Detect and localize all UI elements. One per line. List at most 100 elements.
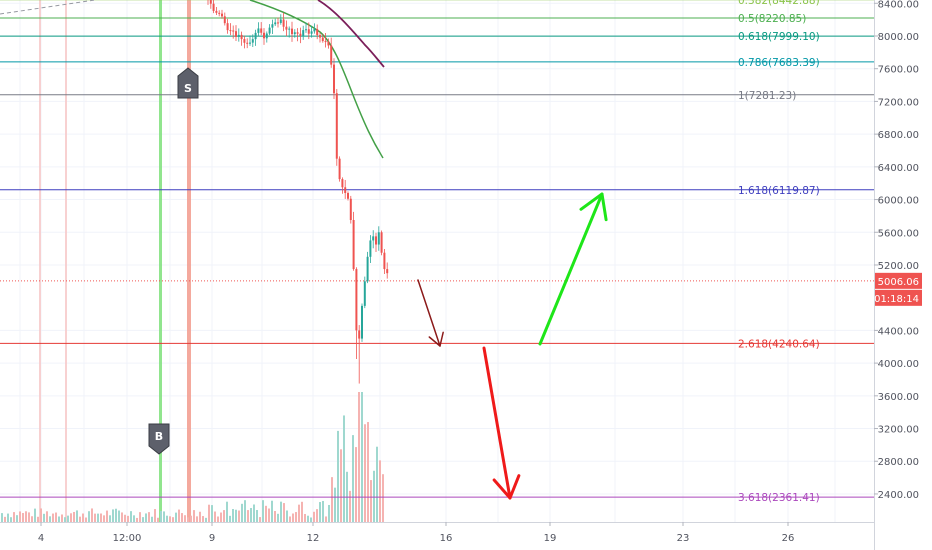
moving-average-fast [249, 0, 384, 159]
candle-body [274, 22, 277, 25]
candle-body [218, 12, 221, 14]
time-tick-label: 26 [782, 533, 795, 544]
candle-body [249, 42, 251, 44]
volume-bar [148, 512, 150, 522]
volume-bar [277, 513, 279, 522]
volume-bar [49, 516, 51, 522]
candle-body [215, 10, 218, 13]
price-axis[interactable]: 8400.00 8000.00 7600.00 7200.00 6800.00 6400.… [874, 0, 932, 550]
candle-body [377, 232, 380, 245]
volume-bar [1, 513, 3, 522]
volume-bar [361, 392, 363, 522]
candle-body [352, 220, 355, 270]
volume-bar [328, 504, 330, 522]
candle-body [310, 31, 313, 34]
volume-bar [241, 503, 243, 522]
volume-bar [193, 510, 195, 522]
candle-body [316, 29, 319, 36]
volume-bar [181, 513, 183, 522]
buy-marker-label: B [155, 430, 163, 443]
candle-body [386, 269, 389, 274]
volume-bar [55, 512, 57, 522]
candle-body [349, 198, 352, 220]
volume-bar [265, 505, 267, 522]
volume-bar [178, 509, 180, 522]
time-tick-label: 12:00 [113, 533, 142, 544]
volume-bars [1, 392, 384, 522]
volume-bar [211, 505, 213, 522]
volume-bar [304, 513, 306, 522]
volume-bar [40, 508, 42, 522]
candle-body [279, 19, 282, 23]
candle-body [209, 0, 212, 4]
volume-bar [382, 474, 384, 522]
time-axis[interactable]: 4 12:00 9 12 16 19 23 26 [0, 522, 874, 550]
volume-bar [97, 513, 99, 522]
price-tick-label: 5200.00 [878, 261, 919, 272]
candle-body [260, 28, 263, 33]
volume-bar [292, 513, 294, 522]
volume-bar [106, 510, 108, 522]
volume-bar [4, 516, 6, 522]
volume-bar [208, 504, 210, 522]
candle-body [240, 34, 243, 40]
candle-body [324, 41, 327, 43]
fib-label: 1(7281.23) [738, 90, 796, 102]
candle-body [291, 28, 293, 35]
volume-bar [280, 501, 282, 522]
candle-body [380, 232, 383, 253]
candle-body [330, 45, 333, 65]
volume-bar [289, 516, 291, 522]
volume-bar [76, 510, 78, 522]
volume-bar [274, 510, 276, 522]
price-tick-label: 3600.00 [878, 392, 919, 403]
volume-bar [121, 512, 123, 522]
time-tick-label: 23 [677, 533, 690, 544]
volume-bar [61, 514, 63, 522]
signal-band [159, 0, 162, 522]
candle-body [277, 22, 279, 24]
candle-body [338, 158, 341, 180]
volume-bar [235, 509, 237, 522]
volume-bar [226, 501, 228, 522]
candle-body [288, 28, 291, 30]
volume-bar [160, 510, 162, 522]
volume-bar [367, 422, 369, 522]
volume-bar [31, 516, 33, 522]
bar-countdown-value: 01:18:14 [874, 294, 919, 305]
candle-body [302, 30, 305, 36]
volume-bar [247, 510, 249, 522]
candle-body [307, 29, 310, 34]
volume-bar [238, 510, 240, 522]
volume-bar [334, 487, 336, 522]
volume-bar [73, 511, 75, 522]
candle-body [212, 3, 215, 11]
candle-body [251, 39, 254, 43]
moving-average-slow [317, 0, 385, 68]
projection-arrow-head [492, 474, 521, 500]
volume-bar [313, 511, 315, 522]
price-tick-label: 7200.00 [878, 97, 919, 108]
volume-bar [94, 513, 96, 522]
price-tick-label: 8000.00 [878, 32, 919, 43]
volume-bar [52, 513, 54, 522]
volume-bar [157, 517, 159, 522]
volume-bar [37, 516, 39, 522]
volume-bar [79, 516, 81, 522]
candle-body [319, 35, 321, 38]
volume-bar [10, 517, 12, 522]
candle-body [363, 281, 366, 306]
volume-bar [85, 517, 87, 522]
volume-bar [184, 515, 186, 522]
volume-bar [268, 508, 270, 522]
fib-label: 0.618(7999.10) [738, 31, 820, 43]
projection-arrows [417, 192, 608, 500]
volume-bar [25, 511, 27, 522]
volume-bar [166, 515, 168, 522]
projection-arrow-shaft [482, 346, 512, 500]
candle-body [271, 24, 274, 28]
volume-bar [220, 512, 222, 522]
price-tick-label: 4000.00 [878, 359, 919, 370]
